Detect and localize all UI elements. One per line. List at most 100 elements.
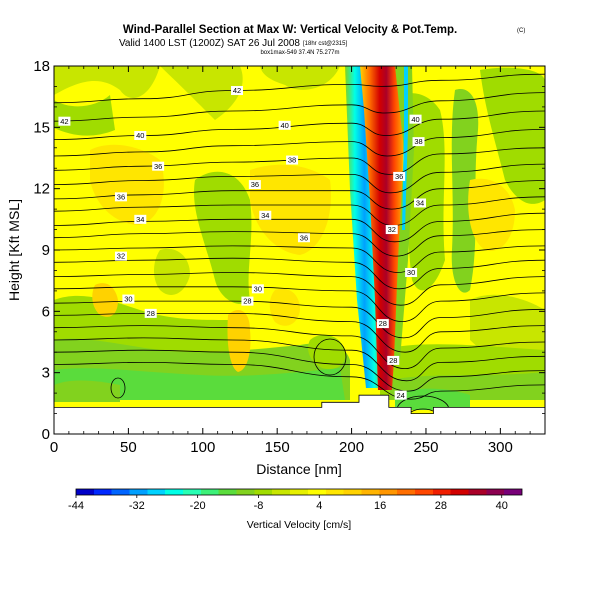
contour-label: 28 <box>243 297 251 306</box>
theta-contour <box>54 229 545 257</box>
contour-label: 30 <box>254 284 262 293</box>
x-tick-label: 200 <box>339 439 364 456</box>
contour-label: 34 <box>136 215 144 224</box>
colorbar-tick-label: -32 <box>129 500 145 512</box>
contour-label-bg <box>114 251 127 261</box>
theta-contour <box>54 73 545 104</box>
contour-label: 36 <box>154 162 162 171</box>
theta-contour <box>54 312 545 353</box>
contour-label: 38 <box>288 156 296 165</box>
x-tick-label: 250 <box>413 439 438 456</box>
contour-label-bg <box>297 233 310 243</box>
x-tick-label: 300 <box>488 439 513 456</box>
colorbar-tick-label: 28 <box>435 500 447 512</box>
colorbar-tick-label: 16 <box>374 500 386 512</box>
y-tick-label: 12 <box>33 181 50 198</box>
contour-label: 40 <box>280 121 288 130</box>
contour-label: 34 <box>416 199 424 208</box>
y-tick-label: 6 <box>42 303 50 320</box>
chart-title: Wind-Parallel Section at Max W: Vertical… <box>123 24 457 36</box>
y-tick-label: 18 <box>33 58 50 75</box>
colorbar-tick-label: -8 <box>254 500 264 512</box>
y-tick-label: 0 <box>42 426 50 443</box>
y-tick-label: 15 <box>33 119 50 136</box>
contour-label-bg <box>231 86 244 96</box>
contour-labels: 42 42 40 40 40 38 38 36 36 36 36 34 34 34 36 32 32 30 30 30… <box>58 86 427 400</box>
velocity-patch <box>468 178 515 251</box>
theta-contour <box>54 129 545 157</box>
velocity-patch <box>54 66 160 99</box>
contour-label-bg <box>152 161 165 171</box>
theta-contour <box>54 286 545 323</box>
contour-label-bg <box>405 267 418 277</box>
downdraft-band <box>345 66 384 388</box>
theta-contour <box>54 92 545 122</box>
contour-label-bg <box>376 319 389 329</box>
contour-label-bg <box>385 225 398 235</box>
contour-label: 42 <box>233 86 241 95</box>
colorbar-tick-label: 4 <box>316 500 322 512</box>
colorbar-label: Vertical Velocity [cm/s] <box>247 519 352 531</box>
y-tick-label: 9 <box>42 242 50 259</box>
contour-label: 32 <box>388 225 396 234</box>
theta-contours <box>54 73 545 428</box>
colorbar-tick-label: -44 <box>68 500 84 512</box>
theta-contour <box>54 272 545 306</box>
x-tick-label: 0 <box>50 439 58 456</box>
contour-label: 28 <box>379 319 387 328</box>
contour-label-bg <box>144 308 157 318</box>
theta-contour <box>54 361 545 400</box>
velocity-patch <box>308 334 346 370</box>
theta-contour <box>54 163 545 194</box>
contour-label-bg <box>241 296 254 306</box>
contour-label-bg <box>122 294 135 304</box>
theta-contour <box>54 245 545 273</box>
theta-contour <box>54 325 545 370</box>
velocity-patch <box>227 310 251 372</box>
chart-subtitle-line3: box1max-549 37.4N 75.277m <box>260 50 339 56</box>
x-axis-label: Distance [nm] <box>256 461 342 477</box>
theta-contour <box>54 257 545 290</box>
colorbar-ticks: -44 -32 -20 -8 4 16 28 40 <box>68 495 508 512</box>
contour-label: 28 <box>389 356 397 365</box>
contour-label: 38 <box>414 137 422 146</box>
closed-contour <box>313 338 347 376</box>
velocity-patch <box>250 164 331 255</box>
x-tick-label: 50 <box>120 439 137 456</box>
contour-label-bg <box>412 137 425 147</box>
contour-label-bg <box>134 131 147 141</box>
contour-label: 34 <box>261 211 269 220</box>
theta-contour <box>54 196 545 226</box>
theta-contour <box>54 147 545 175</box>
contour-label: 36 <box>117 192 125 201</box>
contour-label: 28 <box>147 309 155 318</box>
y-axis: 0 36 9 12 15 18 <box>33 58 545 443</box>
velocity-patch <box>395 388 470 410</box>
contour-label: 42 <box>60 117 68 126</box>
contour-label: 40 <box>411 115 419 124</box>
velocity-patch <box>480 67 545 204</box>
contour-label-bg <box>114 192 127 202</box>
x-axis: 0 50 100 150 200 250 300 <box>50 66 531 456</box>
chart-title-mark: (C) <box>517 28 525 34</box>
updraft-band <box>360 66 404 390</box>
contour-label: 40 <box>136 131 144 140</box>
contour-label: 30 <box>124 295 132 304</box>
contour-label-bg <box>251 284 264 294</box>
closed-contour <box>110 377 126 399</box>
contour-label: 30 <box>407 268 415 277</box>
contour-label-bg <box>387 355 400 365</box>
velocity-patch <box>160 66 243 120</box>
contour-label: 32 <box>117 252 125 261</box>
velocity-patch <box>54 368 345 400</box>
contour-label: 36 <box>395 172 403 181</box>
contour-label-bg <box>58 116 71 126</box>
contour-label-bg <box>248 180 261 190</box>
velocity-patch <box>92 283 118 317</box>
chart-subtitle-small: [18hr cst@2315] <box>303 41 347 47</box>
colorbar <box>75 488 523 496</box>
updraft-plume <box>345 66 414 390</box>
contour-label: 36 <box>251 180 259 189</box>
colorbar-tick-label: -20 <box>190 500 206 512</box>
